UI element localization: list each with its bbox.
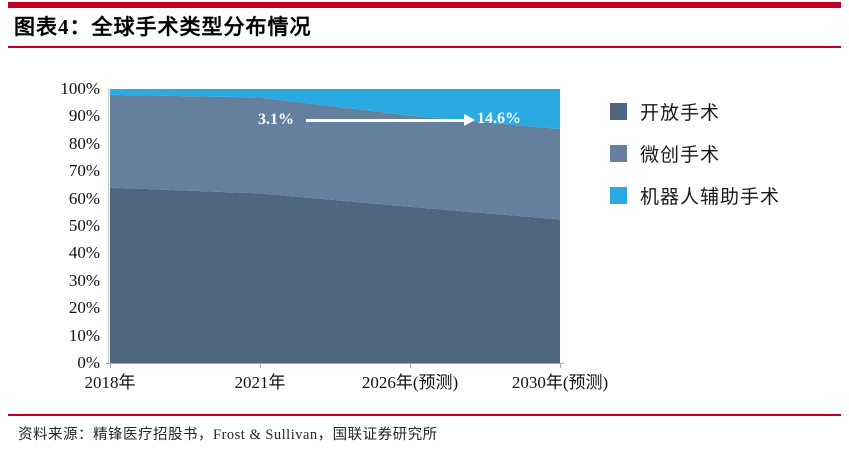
legend-label: 机器人辅助手术: [640, 187, 781, 208]
y-tick-label: 80%: [68, 133, 100, 153]
y-tick-label: 30%: [68, 270, 100, 290]
footer-divider-line: [8, 414, 841, 416]
legend-swatch-icon: [610, 187, 627, 204]
y-tick-label: 70%: [68, 161, 100, 181]
legend-item-series-2: 机器人辅助手术: [610, 182, 780, 209]
y-tick-label: 40%: [68, 243, 100, 263]
x-tick-mark: [110, 364, 111, 368]
top-accent-bar: [8, 2, 841, 8]
legend-item-series-0: 开放手术: [610, 98, 780, 125]
area-band-series-0: [110, 187, 560, 363]
x-tick-label: 2026年(预测): [361, 373, 459, 392]
x-axis: 2018年 2021年 2026年(预测) 2030年(预测): [85, 368, 609, 392]
y-tick-label: 50%: [68, 216, 100, 235]
x-axis-line: [106, 363, 564, 364]
y-tick-label: 100%: [60, 79, 100, 98]
legend-item-series-1: 微创手术: [610, 140, 780, 167]
y-tick-label: 0%: [77, 353, 100, 372]
stacked-area-svg: [110, 89, 560, 363]
title-divider-line: [8, 46, 841, 48]
x-tick-label: 2018年: [84, 373, 136, 392]
legend-label: 微创手术: [640, 145, 721, 166]
y-tick-label: 60%: [68, 188, 100, 208]
source-note: 资料来源：精锋医疗招股书，Frost & Sullivan，国联证券研究所: [18, 427, 438, 443]
area-band-series-2: [110, 89, 560, 129]
x-tick-mark: [560, 364, 561, 368]
y-tick-label: 10%: [68, 325, 100, 345]
x-tick-mark: [410, 364, 411, 368]
chart-legend: 开放手术微创手术机器人辅助手术: [610, 98, 780, 224]
legend-swatch-icon: [610, 145, 627, 162]
legend-swatch-icon: [610, 103, 627, 120]
y-tick-label: 20%: [68, 298, 100, 318]
y-axis-line: [108, 89, 109, 364]
y-axis: 100% 90% 80% 70% 60% 50% 40% 30% 20% 10% 0%: [28, 79, 100, 372]
x-tick-mark: [260, 364, 261, 368]
legend-label: 开放手术: [640, 103, 721, 124]
x-tick-label: 2030年(预测): [511, 373, 609, 392]
y-tick-label: 90%: [68, 106, 100, 126]
x-axis-ticks: [110, 364, 561, 369]
area-band-series-1: [110, 94, 560, 220]
plot-area: 3.1% 14.6%: [110, 89, 560, 363]
x-tick-label: 2021年: [234, 373, 286, 392]
figure-title: 图表4：全球手术类型分布情况: [14, 15, 312, 39]
